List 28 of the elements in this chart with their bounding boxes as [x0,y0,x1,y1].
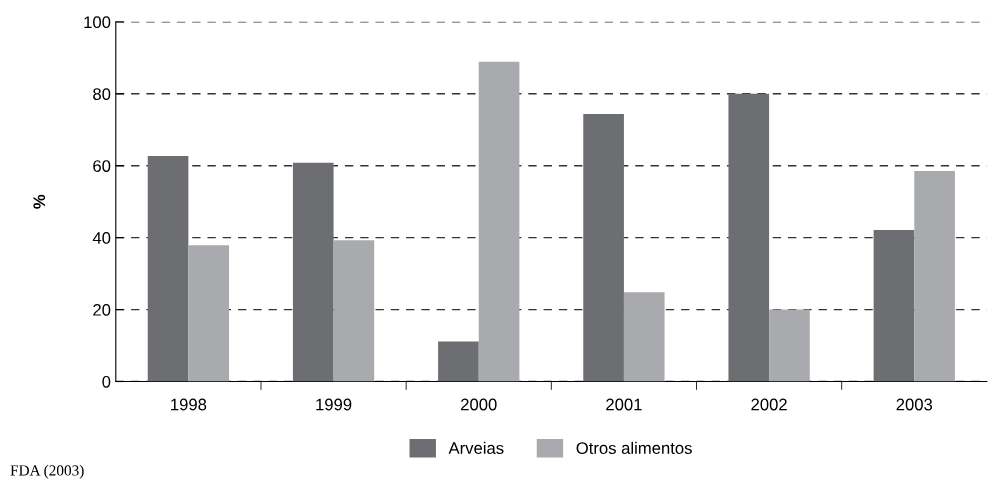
y-tick-label: 40 [92,232,111,244]
y-tick-label: 0 [102,375,111,388]
x-tick-label: 2001 [606,398,642,411]
text: FDA (2003) [10,464,84,479]
bar [292,162,334,382]
x-tick-label: 1999 [316,398,352,411]
bar [914,171,955,382]
x-tick-label: 2003 [896,398,933,411]
bar [623,292,665,382]
y-tick-label: 80 [93,88,111,100]
bar [478,61,520,382]
y-tick-label: 20 [93,303,111,316]
bar [438,341,479,382]
bar [188,245,230,382]
y-tick-label: 60 [93,160,111,172]
y-tick-label: 100 [84,16,111,29]
x-tick-label: 2000 [461,398,497,411]
bar [873,230,915,382]
y-axis-title: % [33,194,46,209]
bar [769,309,810,382]
legend-label: Otros alimentos [576,441,692,454]
x-tick-label: 2002 [751,398,787,411]
bar [147,156,189,382]
legend-label: Arveias [448,441,504,454]
bar [583,113,624,382]
x-tick-label: 1998 [171,398,207,411]
bar [728,93,770,382]
bar [333,240,375,382]
